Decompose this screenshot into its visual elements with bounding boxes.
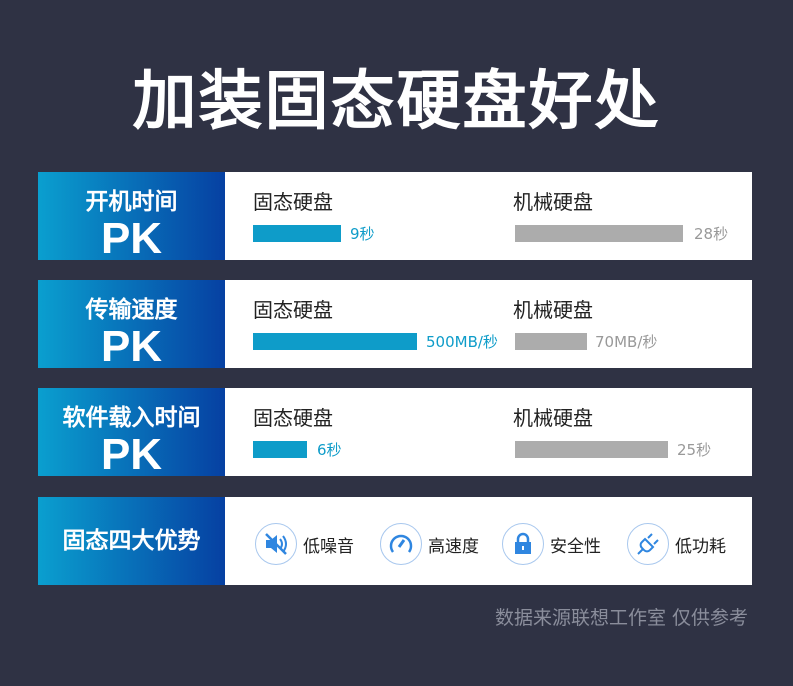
pk-label: PK <box>100 430 163 479</box>
ssd-value: 500MB/秒 <box>426 333 498 351</box>
feature-low-noise: 低噪音 <box>255 523 354 565</box>
feature-label: 高速度 <box>428 536 479 557</box>
advantages-panel: 低噪音 高速度 安全性 低功耗 <box>225 497 752 585</box>
row-heading: 开机时间 <box>85 189 178 215</box>
mech-bar <box>515 441 668 458</box>
pk-label: PK <box>100 214 163 263</box>
ssd-bar <box>253 441 307 458</box>
ssd-value: 6秒 <box>317 441 342 459</box>
feature-label: 安全性 <box>550 536 601 557</box>
mech-label: 机械硬盘 <box>513 406 593 430</box>
footer-note: 数据来源联想工作室 仅供参考 <box>494 607 748 629</box>
row-heading: 固态四大优势 <box>62 528 201 554</box>
comparison-panel: 固态硬盘 500MB/秒 机械硬盘 70MB/秒 <box>225 280 752 368</box>
row-heading: 软件载入时间 <box>62 405 201 431</box>
speedometer-icon <box>380 523 422 565</box>
mech-value: 70MB/秒 <box>595 333 658 351</box>
page-title: 加装固态硬盘好处 <box>132 65 661 139</box>
ssd-bar <box>253 333 417 350</box>
feature-security: 安全性 <box>502 523 601 565</box>
feature-high-speed: 高速度 <box>380 523 479 565</box>
mech-bar <box>515 225 683 242</box>
feature-low-power: 低功耗 <box>627 523 726 565</box>
mech-value: 28秒 <box>694 225 729 243</box>
advantages-row: 固态四大优势 低噪音 高速度 安全性 低功耗 <box>38 497 752 585</box>
ssd-bar <box>253 225 341 242</box>
feature-label: 低功耗 <box>675 536 726 557</box>
comparison-row-boot: 开机时间 PK 固态硬盘 9秒 机械硬盘 28秒 <box>38 172 752 263</box>
mute-speaker-icon <box>255 523 297 565</box>
mech-value: 25秒 <box>677 441 712 459</box>
comparison-panel: 固态硬盘 9秒 机械硬盘 28秒 <box>225 172 752 260</box>
row-heading-panel: 软件载入时间 PK <box>38 388 225 479</box>
ssd-value: 9秒 <box>350 225 375 243</box>
comparison-row-transfer: 传输速度 PK 固态硬盘 500MB/秒 机械硬盘 70MB/秒 <box>38 280 752 371</box>
row-heading-panel: 开机时间 PK <box>38 172 225 263</box>
mech-label: 机械硬盘 <box>513 190 593 214</box>
ssd-label: 固态硬盘 <box>253 406 333 430</box>
row-heading-panel: 固态四大优势 <box>38 497 225 585</box>
comparison-panel: 固态硬盘 6秒 机械硬盘 25秒 <box>225 388 752 476</box>
row-heading: 传输速度 <box>85 297 178 323</box>
comparison-row-software-load: 软件载入时间 PK 固态硬盘 6秒 机械硬盘 25秒 <box>38 388 752 479</box>
mech-bar <box>515 333 587 350</box>
plug-icon <box>627 523 669 565</box>
pk-label: PK <box>100 322 163 371</box>
mech-label: 机械硬盘 <box>513 298 593 322</box>
ssd-label: 固态硬盘 <box>253 190 333 214</box>
feature-label: 低噪音 <box>303 536 354 557</box>
row-heading-panel: 传输速度 PK <box>38 280 225 371</box>
lock-icon <box>502 523 544 565</box>
ssd-label: 固态硬盘 <box>253 298 333 322</box>
